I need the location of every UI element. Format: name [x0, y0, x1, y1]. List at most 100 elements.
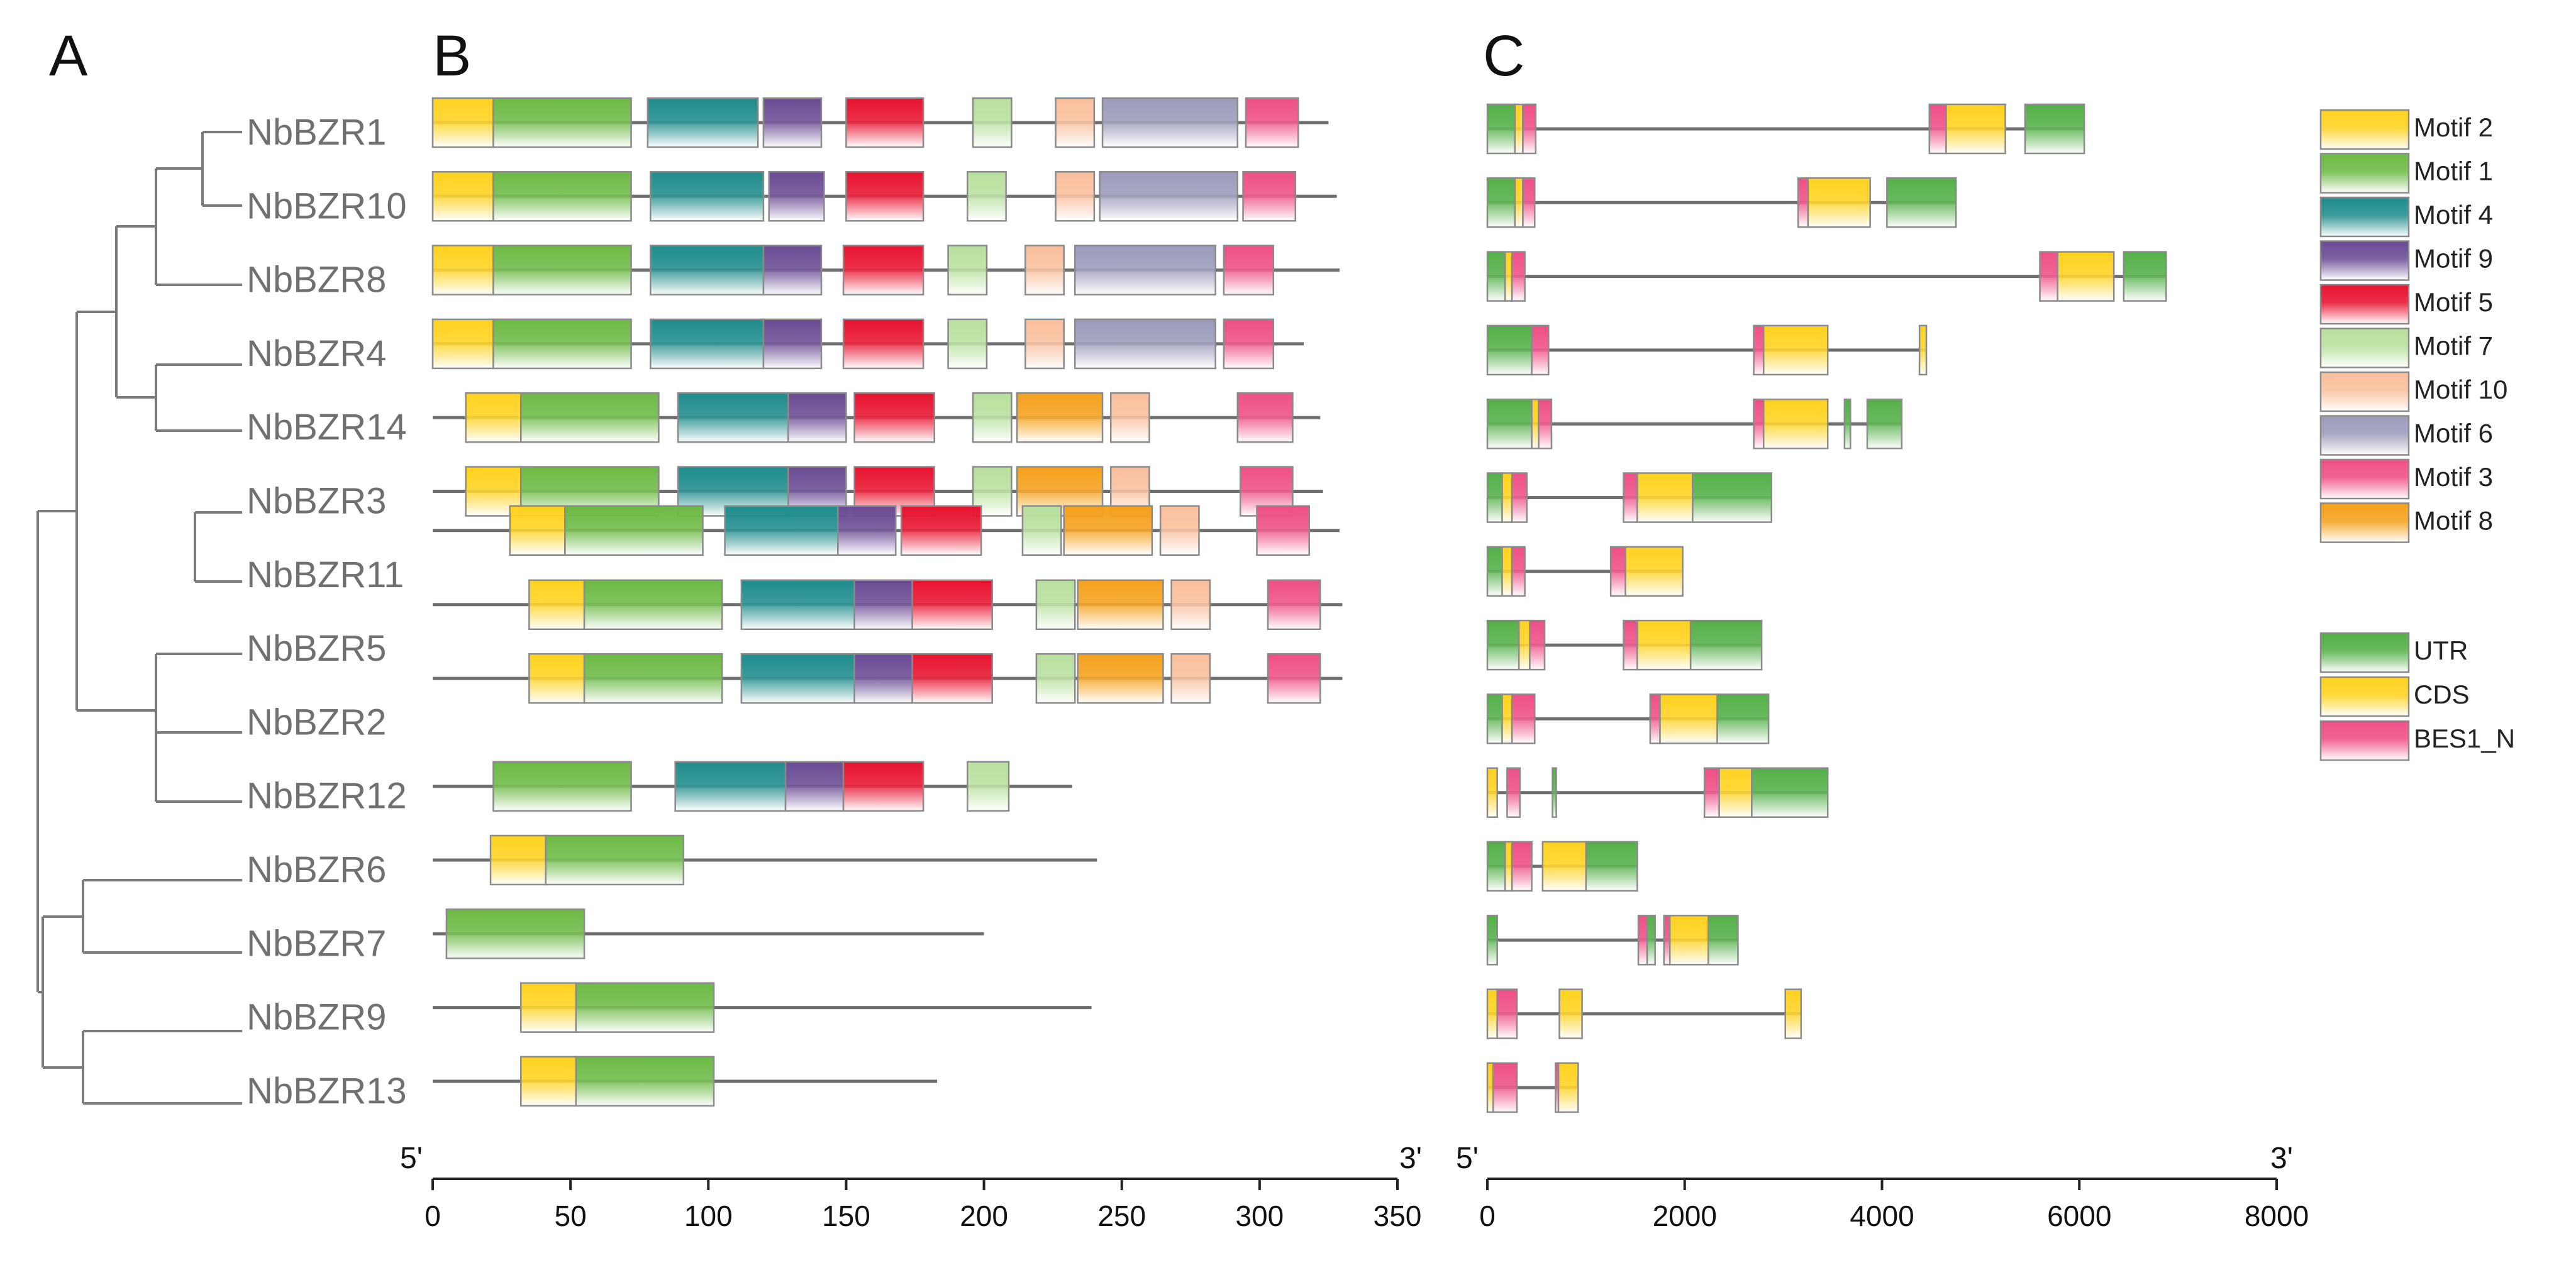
motif-9-box — [853, 579, 913, 631]
bes1-n-box — [1753, 324, 1765, 376]
utr-box — [1886, 177, 1957, 228]
motif-row — [433, 579, 1343, 631]
motif-4-box — [740, 579, 855, 631]
motif-3-box — [1256, 505, 1310, 556]
axis-tick-label: 0 — [1479, 1200, 1496, 1232]
legend-label: CDS — [2414, 680, 2470, 709]
gene-label: NbBZR9 — [247, 997, 386, 1038]
cds-box — [1659, 693, 1718, 744]
legend-swatch — [2319, 328, 2410, 368]
motif-1-box — [583, 653, 723, 704]
motif-2-box — [528, 579, 586, 631]
motif-axis: 5' 3' 0 50 100 150 200 250 300 350 — [400, 1142, 1422, 1232]
cds-box — [1504, 251, 1513, 302]
motif-2-box — [528, 653, 586, 704]
cds-box — [1763, 324, 1829, 376]
utr-box — [1707, 915, 1739, 966]
motif-5-box — [853, 392, 935, 443]
bes1-n-box — [1511, 693, 1536, 744]
motif-2-box — [431, 245, 494, 295]
axis-tick-label: 50 — [555, 1200, 587, 1232]
utr-box — [1486, 619, 1520, 671]
utr-box — [1486, 693, 1503, 744]
motif-3-box — [1267, 653, 1321, 704]
motif-6-box — [1074, 245, 1216, 295]
motif-6-box — [1101, 97, 1239, 148]
bes1-n-box — [1928, 103, 1947, 155]
utr-box — [1585, 841, 1638, 892]
motif-1-box — [445, 908, 586, 959]
motif-row — [433, 392, 1321, 443]
gene-label: NbBZR11 — [247, 555, 404, 595]
legend-swatch — [2319, 371, 2410, 412]
motif-4-box — [674, 761, 787, 812]
motif-2-box — [465, 392, 522, 443]
motif-9-box — [762, 245, 823, 295]
bes1-n-box — [1797, 177, 1809, 228]
legend-label: Motif 6 — [2414, 419, 2493, 448]
exon-row — [1486, 103, 2085, 155]
motif-5-box — [900, 505, 982, 556]
axis-tick-label: 100 — [684, 1200, 733, 1232]
bes1-n-box — [1529, 619, 1546, 671]
exon-row — [1486, 177, 1957, 228]
motif-7-box — [972, 392, 1013, 443]
motif-10-box — [1024, 318, 1065, 370]
exon-row — [1486, 988, 1802, 1039]
motif-7-box — [967, 761, 1010, 812]
bes1-n-box — [2039, 251, 2058, 302]
bes1-n-box — [1506, 767, 1521, 818]
legend-label: Motif 9 — [2414, 244, 2493, 273]
cds-box — [1518, 619, 1531, 671]
motif-7-box — [972, 97, 1013, 148]
axis-tick-label: 300 — [1235, 1200, 1284, 1232]
gene-label: NbBZR10 — [247, 185, 407, 226]
exon-row — [1486, 1062, 1579, 1113]
gene-label: NbBZR1 — [247, 112, 386, 153]
bes1-n-box — [1522, 103, 1537, 155]
axis-tick-label: 350 — [1374, 1200, 1422, 1232]
motif-10-box — [1170, 579, 1211, 631]
panel-label-c: C — [1483, 24, 1524, 88]
motif-9-box — [784, 761, 845, 812]
bes1-n-box — [1492, 1062, 1518, 1113]
motif-1-box — [545, 834, 685, 886]
legend-swatch — [2319, 284, 2410, 325]
motif-row — [431, 97, 1329, 148]
axis-tick-label: 6000 — [2047, 1200, 2111, 1232]
cds-box — [1784, 988, 1802, 1039]
motif-6-box — [1099, 171, 1239, 222]
motif-8-box — [1063, 505, 1153, 556]
motif-4-box — [649, 318, 765, 370]
exon-row — [1486, 398, 1903, 450]
axis-c-3prime: 3' — [2270, 1142, 2293, 1175]
motif-row — [431, 171, 1337, 222]
motif-row — [431, 318, 1304, 370]
gene-label: NbBZR2 — [247, 702, 386, 742]
motif-1-box — [520, 392, 660, 443]
motif-1-box — [564, 505, 704, 556]
motif-1-box — [492, 318, 632, 370]
motif-4-box — [649, 171, 765, 222]
bes1-n-box — [1703, 767, 1720, 818]
cds-box — [1486, 767, 1498, 818]
axis-tick-label: 2000 — [1653, 1200, 1717, 1232]
gene-label: NbBZR14 — [247, 407, 407, 448]
legend-swatch — [2319, 720, 2410, 761]
utr-box — [1486, 915, 1498, 966]
legend-swatch — [2319, 502, 2410, 543]
motif-row — [433, 761, 1072, 812]
axis-tick-label: 250 — [1097, 1200, 1146, 1232]
motif-3-box — [1236, 392, 1294, 443]
cds-box — [1918, 324, 1928, 376]
gene-label: NbBZR8 — [247, 260, 386, 301]
utr-box — [1646, 915, 1656, 966]
utr-box — [2123, 251, 2167, 302]
utr-box — [1751, 767, 1829, 818]
cds-box — [1501, 693, 1513, 744]
motif-7-box — [947, 318, 988, 370]
motif-5-box — [845, 171, 924, 222]
motif-1-box — [492, 97, 632, 148]
motif-1-box — [492, 245, 632, 295]
